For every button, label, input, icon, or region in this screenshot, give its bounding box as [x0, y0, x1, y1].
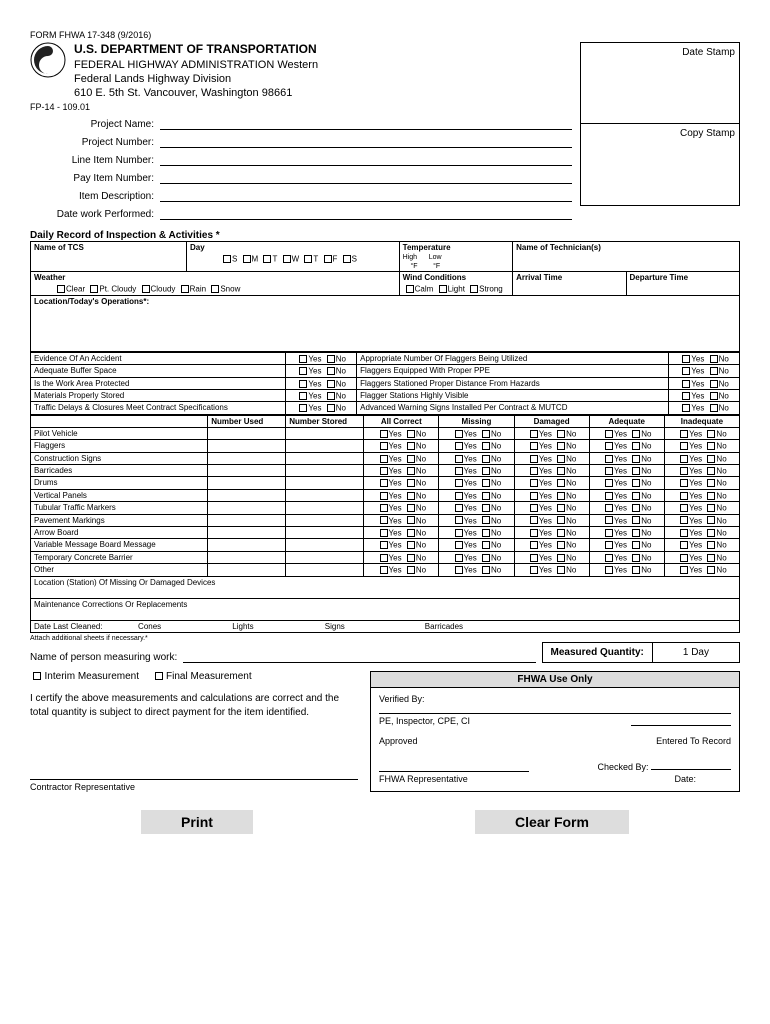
attach-note: Attach additional sheets if necessary.* — [30, 635, 740, 642]
pay-item-input[interactable] — [160, 172, 572, 184]
project-number-input[interactable] — [160, 136, 572, 148]
project-name-label: Project Name: — [30, 119, 160, 130]
fhwa-use-box: FHWA Use Only Verified By: PE, Inspector… — [370, 671, 740, 792]
project-number-label: Project Number: — [30, 137, 160, 148]
item-desc-input[interactable] — [160, 190, 572, 202]
equipment-table: Number UsedNumber StoredAll CorrectMissi… — [30, 415, 740, 633]
print-button[interactable]: Print — [141, 810, 253, 834]
inspection-table: Name of TCS Day S M T W T F S Temperatur… — [30, 241, 740, 351]
final-label: Final Measurement — [166, 671, 252, 682]
contractor-rep-label: Contractor Representative — [30, 782, 358, 792]
interim-label: Interim Measurement — [45, 671, 139, 682]
interim-checkbox[interactable] — [33, 672, 41, 680]
dot-logo-icon — [30, 42, 66, 78]
pay-item-label: Pay Item Number: — [30, 173, 160, 184]
line-item-input[interactable] — [160, 154, 572, 166]
project-name-input[interactable] — [160, 118, 572, 130]
section-title: Daily Record of Inspection & Activities … — [30, 230, 740, 241]
date-work-input[interactable] — [160, 208, 572, 220]
final-checkbox[interactable] — [155, 672, 163, 680]
measuring-input[interactable] — [183, 653, 535, 663]
copy-stamp-box: Copy Stamp — [580, 124, 740, 206]
clear-form-button[interactable]: Clear Form — [475, 810, 629, 834]
questions-table: Evidence Of An AccidentYes NoAppropriate… — [30, 352, 740, 415]
dept-header: U.S. DEPARTMENT OF TRANSPORTATION FEDERA… — [74, 42, 318, 100]
certify-text: I certify the above measurements and cal… — [30, 692, 358, 720]
fp-code: FP-14 - 109.01 — [30, 102, 580, 112]
date-stamp-box: Date Stamp — [580, 42, 740, 124]
form-id: FORM FHWA 17-348 (9/2016) — [30, 30, 740, 40]
date-work-label: Date work Performed: — [30, 209, 160, 220]
item-desc-label: Item Description: — [30, 191, 160, 202]
measured-qty-value: 1 Day — [653, 643, 739, 662]
measuring-label: Name of person measuring work: — [30, 652, 177, 663]
contractor-sig-line[interactable] — [30, 770, 358, 780]
measured-qty-label: Measured Quantity: — [543, 643, 653, 662]
line-item-label: Line Item Number: — [30, 155, 160, 166]
